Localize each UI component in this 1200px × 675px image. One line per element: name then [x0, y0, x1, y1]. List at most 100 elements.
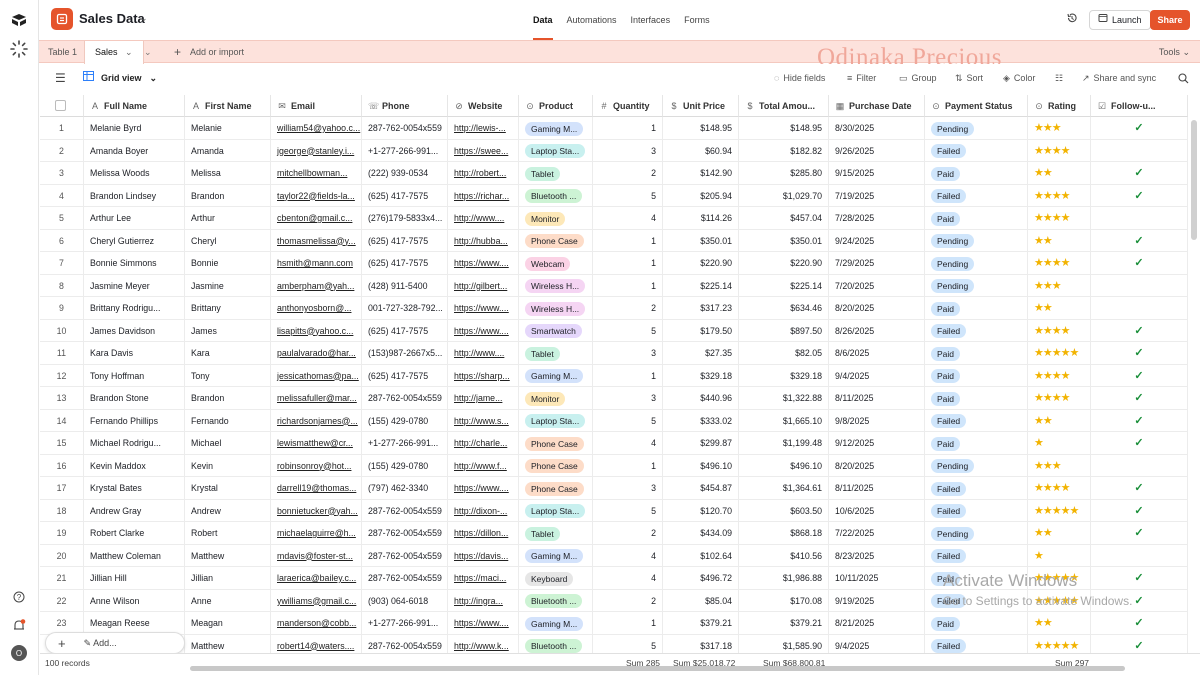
cell-full[interactable]: Matthew Coleman [84, 544, 185, 567]
cell-qty[interactable]: 4 [593, 544, 663, 567]
tab-interfaces[interactable]: Interfaces [630, 15, 671, 25]
cell-email[interactable]: william54@yahoo.c... [271, 117, 362, 140]
cell-n[interactable]: 5 [40, 207, 84, 230]
cell-follow[interactable]: ✓ [1091, 184, 1188, 207]
cell-follow[interactable]: ✓ [1091, 252, 1188, 275]
share-sync-button[interactable]: ↗ Share and sync [1082, 64, 1156, 93]
cell-n[interactable]: 17 [40, 477, 84, 500]
color-button[interactable]: ◈ Color [1003, 64, 1035, 93]
cell-first[interactable]: Cheryl [185, 229, 271, 252]
cell-date[interactable]: 8/6/2025 [829, 342, 925, 365]
cell-full[interactable]: Arthur Lee [84, 207, 185, 230]
cell-follow[interactable]: ✓ [1091, 567, 1188, 590]
table-row[interactable]: 5 Arthur Lee Arthur cbenton@gmail.c... (276)… [40, 207, 1188, 230]
cell-phone[interactable]: (625) 417-7575 [362, 184, 448, 207]
cell-email[interactable]: ywilliams@gmail.c... [271, 589, 362, 612]
cell-full[interactable]: Cheryl Gutierrez [84, 229, 185, 252]
cell-n[interactable]: 9 [40, 297, 84, 320]
airtable-logo-icon[interactable] [10, 11, 28, 29]
cell-full[interactable]: Amanda Boyer [84, 139, 185, 162]
add-record-plus-icon[interactable]: + [58, 635, 66, 651]
cell-status[interactable]: Failed [925, 139, 1028, 162]
cell-qty[interactable]: 1 [593, 252, 663, 275]
cell-qty[interactable]: 4 [593, 432, 663, 455]
cell-total[interactable]: $634.46 [739, 297, 829, 320]
cell-product[interactable]: Phone Case [519, 454, 593, 477]
column-header-date[interactable]: ▦ Purchase Date [829, 95, 925, 117]
cell-full[interactable]: Anne Wilson [84, 589, 185, 612]
cell-n[interactable]: 16 [40, 454, 84, 477]
cell-date[interactable]: 7/28/2025 [829, 207, 925, 230]
table-row[interactable]: 15 Michael Rodrigu... Michael lewismatthew@… [40, 432, 1188, 455]
cell-full[interactable]: Tony Hoffman [84, 364, 185, 387]
table-row[interactable]: 3 Melissa Woods Melissa mitchellbowman... (2… [40, 162, 1188, 185]
cell-total[interactable]: $329.18 [739, 364, 829, 387]
cell-rating[interactable]: ★★★★★ [1028, 342, 1091, 365]
cell-product[interactable]: Tablet [519, 162, 593, 185]
cell-rating[interactable]: ★★★★★ [1028, 589, 1091, 612]
cell-status[interactable]: Pending [925, 252, 1028, 275]
search-icon[interactable] [1178, 64, 1189, 93]
table-row[interactable]: 1 Melanie Byrd Melanie william54@yahoo.c...… [40, 117, 1188, 140]
cell-unit[interactable]: $379.21 [663, 612, 739, 635]
cell-unit[interactable]: $496.10 [663, 454, 739, 477]
table-row[interactable]: 2 Amanda Boyer Amanda jgeorge@stanley.i... +… [40, 139, 1188, 162]
cell-date[interactable]: 8/26/2025 [829, 319, 925, 342]
cell-first[interactable]: Brandon [185, 184, 271, 207]
cell-full[interactable]: Melissa Woods [84, 162, 185, 185]
cell-qty[interactable]: 2 [593, 589, 663, 612]
column-header-follow[interactable]: ☑ Follow-u... [1091, 95, 1188, 117]
cell-email[interactable]: robinsonroy@hot... [271, 454, 362, 477]
unit-price-sum[interactable]: Sum $25,018.72 [673, 658, 736, 668]
cell-n[interactable]: 13 [40, 387, 84, 410]
cell-total[interactable]: $148.95 [739, 117, 829, 140]
cell-follow[interactable]: ✓ [1091, 229, 1188, 252]
cell-qty[interactable]: 4 [593, 567, 663, 590]
cell-follow[interactable] [1091, 297, 1188, 320]
cell-web[interactable]: https://richar... [448, 184, 519, 207]
cell-date[interactable]: 7/19/2025 [829, 184, 925, 207]
cell-unit[interactable]: $120.70 [663, 499, 739, 522]
cell-phone[interactable]: +1-277-266-991... [362, 612, 448, 635]
cell-unit[interactable]: $496.72 [663, 567, 739, 590]
cell-product[interactable]: Bluetooth ... [519, 589, 593, 612]
cell-full[interactable]: Bonnie Simmons [84, 252, 185, 275]
cell-qty[interactable]: 4 [593, 207, 663, 230]
cell-unit[interactable]: $148.95 [663, 117, 739, 140]
cell-qty[interactable]: 5 [593, 319, 663, 342]
cell-status[interactable]: Paid [925, 207, 1028, 230]
cell-product[interactable]: Monitor [519, 207, 593, 230]
cell-total[interactable]: $1,322.88 [739, 387, 829, 410]
cell-rating[interactable]: ★★ [1028, 612, 1091, 635]
cell-product[interactable]: Tablet [519, 342, 593, 365]
cell-unit[interactable]: $454.87 [663, 477, 739, 500]
cell-email[interactable]: michaelaguirre@h... [271, 522, 362, 545]
cell-n[interactable]: 12 [40, 364, 84, 387]
cell-total[interactable]: $1,199.48 [739, 432, 829, 455]
cell-web[interactable]: http://dixon-... [448, 499, 519, 522]
cell-first[interactable]: Arthur [185, 207, 271, 230]
cell-follow[interactable]: ✓ [1091, 522, 1188, 545]
cell-web[interactable]: https://maci... [448, 567, 519, 590]
cell-follow[interactable] [1091, 454, 1188, 477]
cell-web[interactable]: http://gilbert... [448, 274, 519, 297]
rating-sum[interactable]: Sum 297 [1055, 658, 1090, 668]
cell-total[interactable]: $379.21 [739, 612, 829, 635]
cell-unit[interactable]: $179.50 [663, 319, 739, 342]
cell-rating[interactable]: ★★★★ [1028, 139, 1091, 162]
cell-first[interactable]: Brandon [185, 387, 271, 410]
cell-web[interactable]: http://jame... [448, 387, 519, 410]
cell-qty[interactable]: 1 [593, 612, 663, 635]
cell-rating[interactable]: ★★ [1028, 409, 1091, 432]
cell-first[interactable]: James [185, 319, 271, 342]
cell-total[interactable]: $496.10 [739, 454, 829, 477]
cell-phone[interactable]: (276)179-5833x4... [362, 207, 448, 230]
cell-phone[interactable]: (797) 462-3340 [362, 477, 448, 500]
table-row[interactable]: 19 Robert Clarke Robert michaelaguirre@h...… [40, 522, 1188, 545]
cell-qty[interactable]: 2 [593, 297, 663, 320]
cell-full[interactable]: Fernando Phillips [84, 409, 185, 432]
cell-web[interactable]: http://lewis-... [448, 117, 519, 140]
cell-status[interactable]: Pending [925, 229, 1028, 252]
column-header-first[interactable]: A First Name [185, 95, 271, 117]
cell-rating[interactable]: ★★ [1028, 522, 1091, 545]
